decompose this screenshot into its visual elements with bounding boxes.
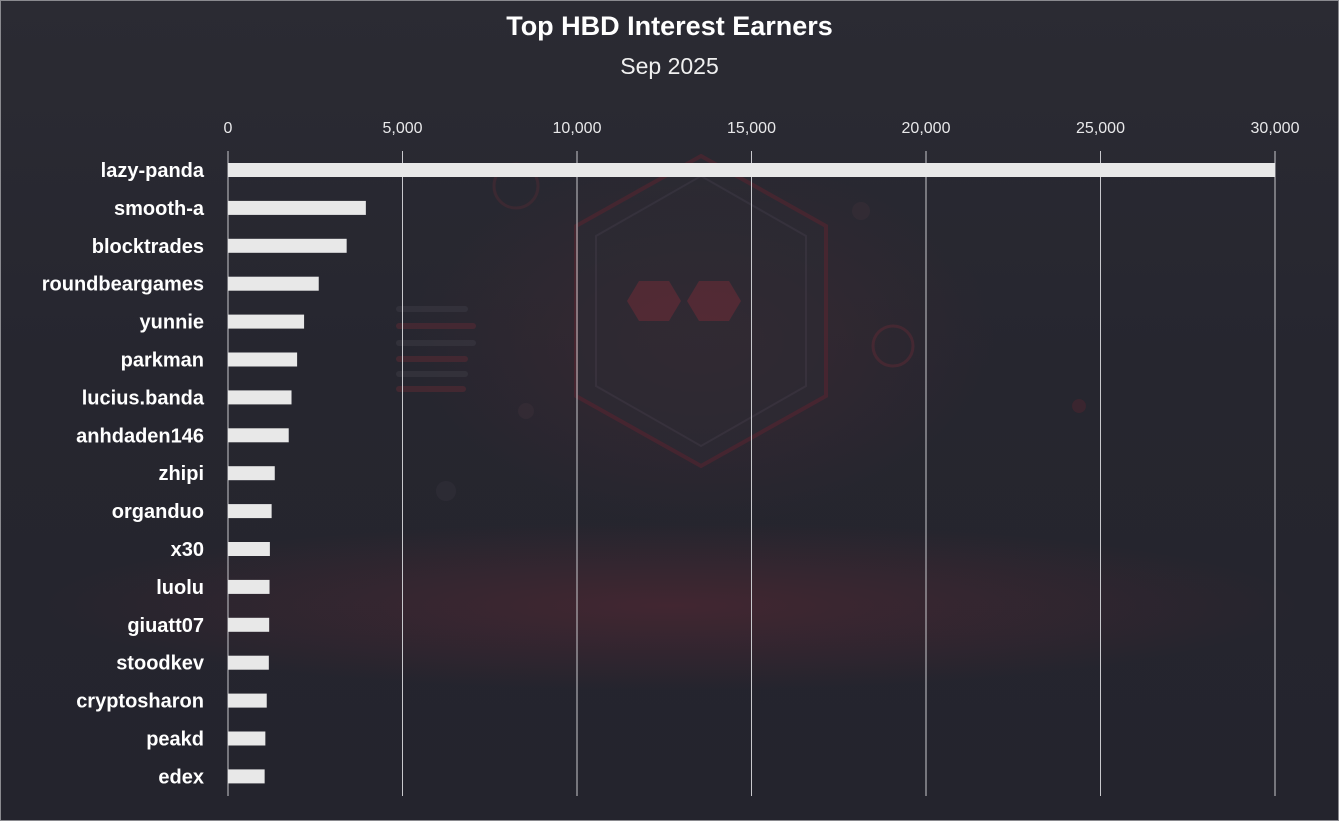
- bars: [228, 163, 1275, 784]
- category-labels: lazy-panda smooth-a blocktrades roundbearga…: [42, 160, 205, 788]
- gridlines: [227, 151, 1276, 796]
- bar: [228, 352, 298, 367]
- category-label: lucius.banda: [82, 387, 205, 409]
- category-label: parkman: [121, 350, 204, 372]
- bar: [228, 428, 289, 443]
- bar: [228, 200, 366, 215]
- bar: [228, 504, 272, 519]
- category-label: yunnie: [140, 312, 204, 334]
- bar: [228, 238, 347, 253]
- x-tick-label: 30,000: [1251, 120, 1300, 137]
- bar: [228, 542, 270, 556]
- bar: [228, 314, 305, 329]
- x-tick-label: 25,000: [1076, 120, 1125, 137]
- x-tick-label: 10,000: [553, 120, 602, 137]
- bar: [228, 466, 275, 481]
- x-tick-label: 5,000: [382, 120, 422, 137]
- category-label: roundbeargames: [42, 274, 204, 296]
- bar: [228, 693, 267, 708]
- category-label: organduo: [112, 501, 204, 523]
- chart-subtitle: Sep 2025: [620, 53, 719, 79]
- category-label: blocktrades: [92, 236, 204, 258]
- category-label: luolu: [156, 577, 204, 599]
- category-label: zhipi: [158, 463, 204, 485]
- category-label: smooth-a: [114, 198, 205, 220]
- category-label: lazy-panda: [101, 160, 205, 182]
- category-label: cryptosharon: [76, 691, 204, 713]
- x-tick-label: 15,000: [727, 120, 776, 137]
- category-label: anhdaden146: [76, 425, 204, 447]
- chart-title: Top HBD Interest Earners: [506, 11, 833, 41]
- bar: [228, 769, 265, 784]
- bar: [228, 390, 292, 405]
- category-label: giuatt07: [127, 615, 204, 637]
- category-label: edex: [158, 766, 204, 788]
- bar: [228, 655, 269, 670]
- x-axis-ticks: 0 5,000 10,000 15,000 20,000 25,000 30,000: [224, 120, 1300, 137]
- category-label: peakd: [146, 729, 204, 751]
- x-tick-label: 20,000: [902, 120, 951, 137]
- bar: [228, 276, 319, 291]
- bar: [228, 579, 270, 594]
- bar: [228, 617, 270, 632]
- bar: [228, 731, 266, 746]
- bar: [228, 163, 1275, 177]
- category-label: stoodkev: [116, 653, 205, 675]
- category-label: x30: [171, 539, 204, 561]
- x-tick-label: 0: [224, 120, 233, 137]
